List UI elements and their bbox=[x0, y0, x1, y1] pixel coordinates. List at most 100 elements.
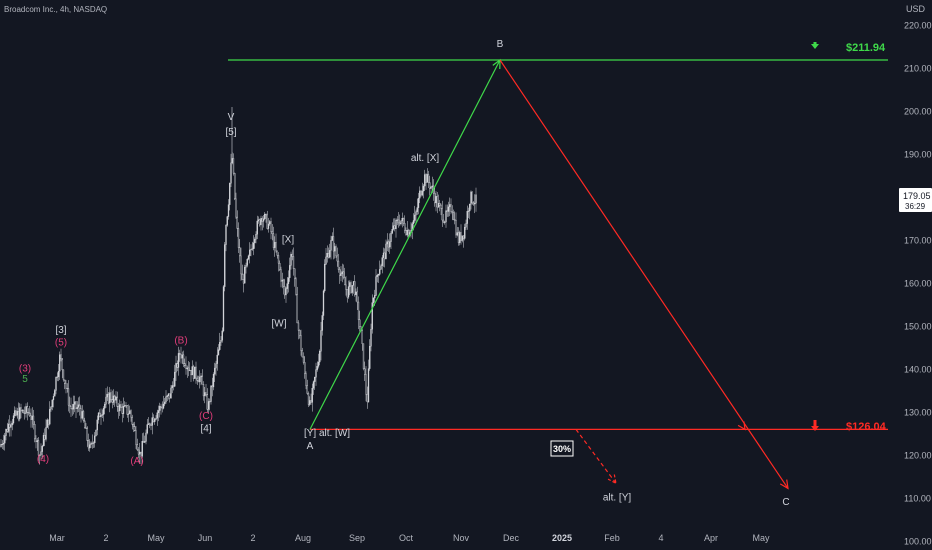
candle bbox=[305, 371, 307, 390]
wave-label: [3] bbox=[55, 325, 66, 336]
candle bbox=[215, 360, 217, 376]
candle bbox=[111, 390, 113, 409]
candle bbox=[101, 409, 103, 419]
candle bbox=[401, 212, 403, 228]
candle bbox=[184, 358, 186, 368]
candle bbox=[27, 408, 30, 416]
candle bbox=[192, 364, 195, 382]
candle bbox=[375, 269, 377, 297]
candle bbox=[320, 321, 322, 361]
candle bbox=[202, 381, 205, 401]
candle bbox=[182, 350, 185, 368]
candle bbox=[14, 406, 16, 418]
candle bbox=[286, 277, 288, 294]
candle bbox=[405, 227, 407, 237]
candle bbox=[251, 241, 253, 251]
wave-label: (5) bbox=[55, 338, 67, 349]
candle bbox=[210, 385, 212, 405]
candle bbox=[241, 264, 243, 280]
candle bbox=[115, 391, 117, 404]
candle bbox=[207, 398, 210, 414]
candle bbox=[55, 376, 57, 395]
candle bbox=[341, 263, 343, 283]
candle bbox=[109, 387, 111, 413]
candle bbox=[230, 153, 232, 188]
candle bbox=[181, 351, 183, 365]
candle bbox=[325, 248, 327, 265]
candle bbox=[399, 214, 401, 227]
candle bbox=[465, 219, 467, 231]
candle bbox=[74, 395, 76, 413]
candle bbox=[416, 198, 418, 215]
upper-level-marker[interactable]: $211.94 bbox=[811, 42, 886, 54]
candle bbox=[380, 263, 382, 270]
candle bbox=[160, 403, 162, 415]
candle bbox=[2, 434, 5, 450]
candle bbox=[319, 349, 321, 366]
candle bbox=[270, 217, 272, 240]
candle bbox=[146, 418, 148, 435]
x-tick-label: Nov bbox=[453, 533, 470, 543]
candle bbox=[420, 189, 422, 197]
candle bbox=[129, 405, 131, 415]
instrument-title: Broadcom Inc., 4h, NASDAQ bbox=[4, 5, 107, 14]
candle bbox=[50, 406, 52, 412]
candle bbox=[126, 405, 128, 418]
upper-level-label: $211.94 bbox=[846, 42, 886, 54]
red-leg-line bbox=[499, 59, 789, 489]
lower-level-marker[interactable]: $126.04 bbox=[811, 420, 887, 433]
candle bbox=[135, 426, 137, 449]
candle bbox=[414, 205, 416, 223]
candle bbox=[155, 415, 157, 421]
candle bbox=[116, 391, 118, 412]
candle bbox=[397, 212, 400, 228]
candle bbox=[147, 417, 150, 425]
candle bbox=[301, 347, 303, 358]
candle bbox=[142, 432, 145, 443]
candle bbox=[456, 226, 458, 237]
candle bbox=[385, 239, 387, 260]
candle bbox=[314, 376, 316, 390]
candle bbox=[39, 454, 41, 465]
candle bbox=[307, 391, 310, 408]
candle bbox=[69, 396, 71, 414]
candle bbox=[442, 213, 445, 224]
candle bbox=[187, 361, 190, 377]
candle bbox=[119, 399, 121, 416]
candle bbox=[261, 216, 263, 231]
candle bbox=[234, 172, 236, 201]
y-tick-label: 220.00 bbox=[904, 20, 932, 30]
candle bbox=[292, 247, 295, 276]
candle bbox=[395, 218, 397, 238]
candle bbox=[87, 433, 90, 451]
candle bbox=[455, 212, 457, 238]
candle bbox=[21, 409, 23, 414]
candle bbox=[49, 401, 51, 426]
candle bbox=[247, 254, 250, 261]
candle bbox=[72, 395, 75, 415]
candle bbox=[76, 401, 78, 413]
candle bbox=[121, 403, 123, 423]
wave-label: (A) bbox=[130, 456, 143, 467]
candle bbox=[271, 224, 273, 241]
candle bbox=[15, 407, 17, 417]
candle bbox=[94, 432, 96, 448]
candle bbox=[345, 276, 347, 296]
candle bbox=[321, 311, 323, 336]
candle bbox=[255, 231, 257, 244]
candle bbox=[140, 451, 142, 465]
candle bbox=[289, 257, 291, 282]
candle bbox=[29, 405, 31, 417]
candle bbox=[81, 405, 83, 420]
candle bbox=[176, 360, 178, 372]
candle bbox=[449, 197, 451, 217]
x-axis[interactable]: Mar 2 May Jun 2 Aug Sep Oct Nov Dec 2025 Feb 4 Apr May bbox=[49, 533, 770, 543]
candle bbox=[20, 403, 22, 419]
candle bbox=[454, 211, 456, 225]
x-tick-label: Apr bbox=[704, 533, 718, 543]
wave-label: (3) bbox=[19, 363, 31, 374]
candle bbox=[196, 375, 198, 385]
candle bbox=[390, 230, 392, 250]
candle bbox=[257, 216, 260, 224]
candle bbox=[122, 397, 125, 418]
